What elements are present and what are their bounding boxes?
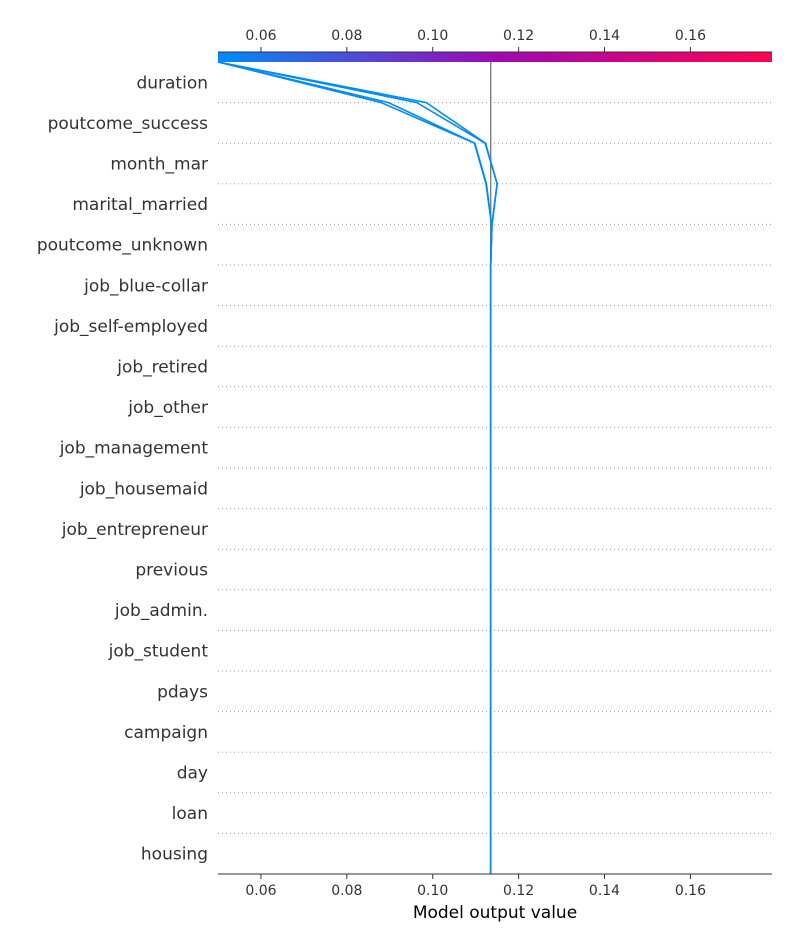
x-tick-label: 0.16 [675,883,706,899]
top-tick-label: 0.08 [331,28,362,44]
gridlines [218,102,772,834]
top-tick-group: 0.06 0.08 0.10 0.12 0.14 0.16 [245,28,706,52]
x-tick-label: 0.12 [503,883,534,899]
feature-label: job_retired [116,358,208,378]
series-line-2 [217,61,498,874]
feature-label: job_admin. [114,601,208,621]
x-tick-label: 0.10 [417,883,448,899]
feature-label: previous [135,561,208,581]
feature-label: job_entrepreneur [61,520,208,540]
top-tick-label: 0.16 [675,28,706,44]
feature-label: job_blue-collar [83,276,208,296]
colorbar-strip [218,52,772,62]
top-tick-label: 0.12 [503,28,534,44]
bottom-tick-group: 0.06 0.08 0.10 0.12 0.14 0.16 [245,874,706,899]
x-tick-label: 0.14 [589,883,620,899]
series-line-1 [217,61,498,874]
feature-label: month_mar [110,155,208,175]
top-tick-label: 0.06 [245,28,276,44]
feature-label: job_housemaid [79,479,208,499]
feature-label: job_self-employed [53,317,208,337]
feature-label: campaign [124,723,208,743]
feature-label: duration [136,73,208,93]
feature-label: loan [172,804,208,824]
feature-label: poutcome_success [48,114,209,134]
x-axis-title: Model output value [413,903,577,923]
feature-label: pdays [157,682,208,702]
top-tick-label: 0.10 [417,28,448,44]
feature-label: day [177,764,208,784]
series-line-4 [217,61,493,874]
series-group [217,61,498,874]
feature-label: marital_married [72,195,208,215]
feature-label: poutcome_unknown [37,236,208,256]
feature-label: job_management [59,439,209,459]
top-tick-label: 0.14 [589,28,620,44]
x-tick-label: 0.06 [245,883,276,899]
feature-label: housing [141,845,208,865]
x-tick-label: 0.08 [331,883,362,899]
feature-labels: duration poutcome_success month_marmarital… [37,73,208,864]
colorbar [218,51,772,62]
feature-label: job_other [127,398,208,418]
feature-label: job_student [108,642,209,662]
